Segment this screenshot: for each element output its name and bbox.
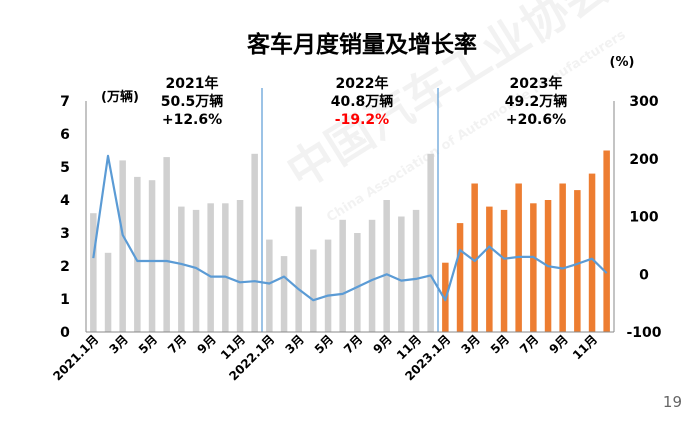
- bar-12: [251, 153, 258, 332]
- bar-19: [354, 233, 361, 332]
- bar-11: [236, 200, 244, 332]
- x-tick-17: 9月: [547, 332, 571, 356]
- y-tick-left-6: 6: [60, 127, 70, 143]
- annotation-year-2: 2022年: [336, 75, 389, 92]
- x-tick-3: 5月: [136, 332, 160, 356]
- bar-15: [295, 206, 302, 332]
- bar-29: [500, 209, 508, 332]
- y-tick-left-1: 1: [60, 292, 70, 308]
- y-tick-left-7: 7: [60, 94, 70, 110]
- bar-8: [192, 209, 200, 332]
- x-tick-1: 2021.1月: [50, 332, 101, 383]
- bar-17: [324, 239, 332, 332]
- y-tick-right--100: -100: [626, 325, 661, 341]
- bar-18: [339, 219, 346, 332]
- bar-7: [178, 206, 185, 332]
- x-tick-8: 3月: [283, 332, 307, 356]
- bar-35: [588, 173, 596, 332]
- bar-14: [280, 256, 288, 332]
- annotation-year-3: 2023年: [510, 75, 563, 92]
- bar-16: [310, 249, 317, 332]
- bar-2: [104, 252, 112, 332]
- page-number: 19: [662, 393, 682, 411]
- bar-13: [266, 239, 273, 332]
- right-axis-unit: (%): [610, 55, 635, 70]
- bar-6: [163, 157, 170, 332]
- y-tick-left-5: 5: [60, 160, 70, 176]
- bar-5: [148, 180, 156, 332]
- y-tick-left-0: 0: [60, 325, 70, 341]
- x-tick-11: 9月: [371, 332, 395, 356]
- bar-23: [412, 209, 420, 332]
- annotation-growth-1: +12.6%: [162, 112, 222, 128]
- x-tick-15: 5月: [488, 332, 512, 356]
- bar-31: [530, 203, 537, 332]
- annotation-year-1: 2021年: [166, 75, 219, 92]
- x-tick-9: 5月: [312, 332, 336, 356]
- bar-10: [222, 203, 229, 332]
- x-tick-16: 7月: [517, 332, 541, 356]
- x-tick-18: 11月: [570, 332, 600, 362]
- y-tick-right-300: 300: [629, 94, 658, 110]
- y-tick-left-3: 3: [60, 226, 70, 242]
- x-tick-5: 9月: [195, 332, 219, 356]
- growth-rate-line: [92, 154, 608, 302]
- x-tick-14: 3月: [459, 332, 483, 356]
- x-tick-2: 3月: [107, 332, 131, 356]
- bar-1: [90, 213, 97, 332]
- y-tick-right-200: 200: [629, 152, 658, 168]
- bar-21: [383, 200, 390, 332]
- annotation-sales-3: 49.2万辆: [505, 93, 568, 110]
- bar-33: [559, 183, 566, 332]
- bar-20: [368, 219, 376, 332]
- annotation-sales-2: 40.8万辆: [331, 93, 394, 110]
- left-axis-unit: (万辆): [101, 89, 139, 105]
- bar-36: [603, 150, 610, 332]
- bar-34: [574, 190, 581, 332]
- bar-3: [119, 160, 126, 332]
- y-tick-left-4: 4: [60, 193, 70, 209]
- annotation-sales-1: 50.5万辆: [161, 93, 224, 110]
- y-tick-right-100: 100: [629, 210, 658, 226]
- bar-27: [471, 183, 478, 332]
- y-tick-left-2: 2: [60, 259, 70, 275]
- annotation-growth-3: +20.6%: [506, 112, 566, 128]
- chart-title: 客车月度销量及增长率: [247, 31, 477, 58]
- x-tick-10: 7月: [341, 332, 365, 356]
- y-tick-right-0: 0: [639, 267, 649, 283]
- bar-26: [456, 223, 464, 332]
- annotation-growth-2: -19.2%: [335, 112, 389, 128]
- bar-9: [207, 203, 214, 332]
- bar-22: [398, 216, 405, 332]
- bar-4: [134, 176, 141, 332]
- bar-28: [486, 206, 493, 332]
- bar-24: [427, 153, 434, 332]
- x-tick-4: 7月: [165, 332, 189, 356]
